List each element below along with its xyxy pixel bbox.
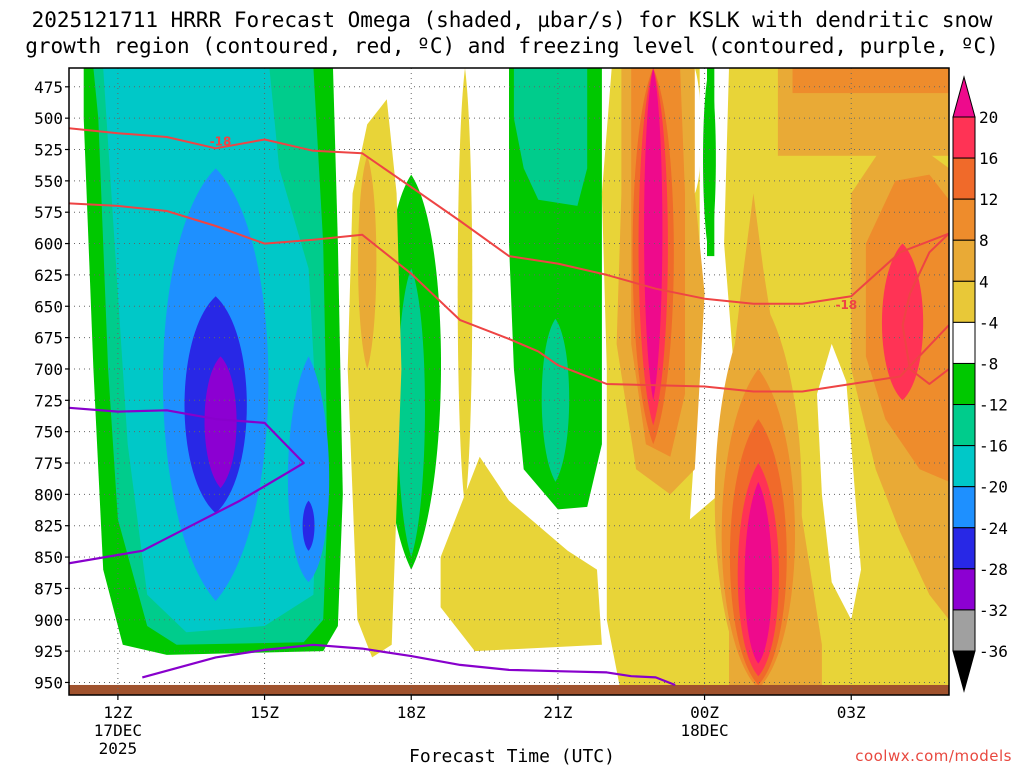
colorbar-level-label: -24 xyxy=(979,519,1008,538)
omega-shading xyxy=(69,68,949,695)
dgz-label-lower: -18 xyxy=(835,298,857,312)
colorbar-level-label: 8 xyxy=(979,231,989,250)
colorbar-swatch xyxy=(952,239,976,282)
omega-fill-0300z-orange-top xyxy=(792,68,949,94)
y-tick-label: 925 xyxy=(34,642,63,661)
colorbar-level-label: -8 xyxy=(979,354,998,373)
y-tick-label: 650 xyxy=(34,297,63,316)
colorbar-swatch xyxy=(952,486,976,529)
colorbar-swatch xyxy=(952,527,976,570)
y-tick-label: 800 xyxy=(34,485,63,504)
colorbar-level-label: -36 xyxy=(979,642,1008,661)
colorbar-level-label: -4 xyxy=(979,313,998,332)
y-tick-label: 500 xyxy=(34,109,63,128)
chart-title-line-1: 2025121711 HRRR Forecast Omega (shaded, … xyxy=(31,8,993,32)
colorbar-level-label: -32 xyxy=(979,601,1008,620)
colorbar-swatch xyxy=(952,116,976,159)
x-tick-date: 17DEC xyxy=(94,721,142,740)
omega-fill-21z-teal xyxy=(513,68,588,206)
omega-fill-18z-teal xyxy=(397,268,425,558)
y-tick-label: 575 xyxy=(34,203,63,222)
omega-fill-00z-green-cap xyxy=(707,68,715,257)
colorbar-level-label: -12 xyxy=(979,396,1008,415)
y-tick-label: 600 xyxy=(34,235,63,254)
x-tick-label: 21Z xyxy=(543,703,572,722)
freezing-level-lower-contour xyxy=(142,643,676,687)
colorbar-bottom-cap xyxy=(952,650,976,693)
freezing-level-upper-contour xyxy=(69,406,305,565)
colorbar-swatch xyxy=(952,321,976,364)
y-tick-label: 550 xyxy=(34,172,63,191)
chart-title-line-2: growth region (contoured, red, ºC) and f… xyxy=(25,34,999,58)
y-tick-label: 950 xyxy=(34,673,63,692)
colorbar-level-label: 12 xyxy=(979,190,998,209)
colorbar-swatch xyxy=(952,362,976,406)
omega-fill-0130z-pink xyxy=(744,481,773,664)
colorbar-swatch xyxy=(952,445,976,488)
colorbar-level-label: 16 xyxy=(979,149,998,168)
omega-fill-19z-yellow xyxy=(457,68,473,507)
colorbar-swatch xyxy=(952,609,976,652)
y-tick-label: 750 xyxy=(34,423,63,442)
colorbar-level-label: 4 xyxy=(979,272,989,291)
y-tick-label: 625 xyxy=(34,266,63,285)
dgz-upper-contour xyxy=(69,127,949,305)
omega-fill-west-darkblue-2 xyxy=(302,500,315,551)
colorbar-level-label: -20 xyxy=(979,478,1008,497)
terrain-ground xyxy=(69,684,949,695)
omega-fill-west-blue-2 xyxy=(287,356,330,583)
site-credit[interactable]: coolwx.com/models xyxy=(855,747,1012,765)
y-tick-label: 525 xyxy=(34,141,63,160)
omega-fill-2230z-pink xyxy=(644,68,663,401)
y-axis: 475 500 525 550 575 600 625 650 675 700 725 750 775 8… xyxy=(34,78,69,692)
x-tick-label: 18Z xyxy=(397,703,426,722)
omega-fill-west-purple xyxy=(204,356,237,489)
grid xyxy=(69,68,949,695)
dgz-label-upper: -18 xyxy=(210,135,232,149)
y-tick-label: 900 xyxy=(34,611,63,630)
colorbar-swatch xyxy=(952,404,976,447)
colorbar: 20 16 12 8 4 -4 -8 -12 -16 -20 -24 -28 -32 -36 xyxy=(952,75,1008,693)
y-tick-label: 825 xyxy=(34,517,63,536)
y-tick-label: 850 xyxy=(34,548,63,567)
colorbar-swatch xyxy=(952,198,976,241)
colorbar-top-cap xyxy=(952,75,976,118)
y-tick-label: 725 xyxy=(34,391,63,410)
y-tick-label: 675 xyxy=(34,329,63,348)
x-tick-label: 00Z xyxy=(690,703,719,722)
omega-fill-1930z-yellow xyxy=(440,456,602,652)
omega-fill-east-white-gap-2 xyxy=(817,343,861,620)
y-tick-label: 775 xyxy=(34,454,63,473)
dgz-lower-contour xyxy=(69,202,949,393)
colorbar-swatch xyxy=(952,280,976,323)
x-tick-label: 15Z xyxy=(250,703,279,722)
colorbar-level-label: -16 xyxy=(979,437,1008,456)
y-tick-label: 875 xyxy=(34,579,63,598)
plot-frame xyxy=(68,67,950,696)
dgz-east-contour xyxy=(901,232,949,385)
colorbar-swatch xyxy=(952,568,976,611)
y-tick-label: 700 xyxy=(34,360,63,379)
x-tick-label: 03Z xyxy=(837,703,866,722)
omega-fill-17z-orange xyxy=(358,155,377,369)
contours: -18 -18 xyxy=(69,127,949,687)
omega-fill-east-yellow-2 xyxy=(801,193,852,369)
colorbar-level-label: 20 xyxy=(979,108,998,127)
omega-fill-17z-yellow xyxy=(347,99,402,658)
colorbar-level-label: -28 xyxy=(979,560,1008,579)
x-tick-label: 12Z xyxy=(103,703,132,722)
colorbar-swatch xyxy=(952,157,976,200)
y-tick-label: 475 xyxy=(34,78,63,97)
x-tick-year: 2025 xyxy=(99,739,138,758)
x-tick-date: 18DEC xyxy=(680,721,728,740)
x-axis-title: Forecast Time (UTC) xyxy=(409,746,615,767)
